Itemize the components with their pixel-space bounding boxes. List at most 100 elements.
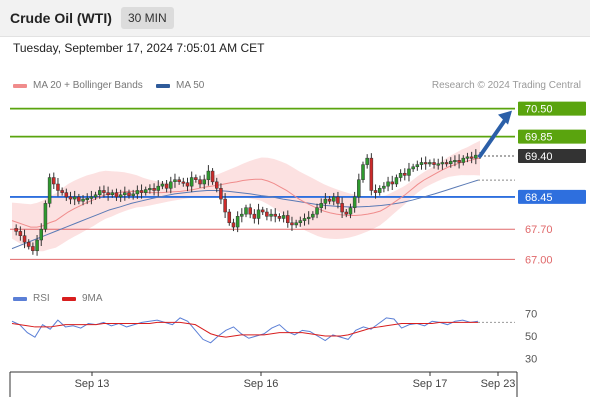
legend-rsi-ma-label: 9MA <box>82 293 103 304</box>
candle-body <box>43 203 48 230</box>
candle-body <box>394 177 399 185</box>
candle-body <box>265 211 269 217</box>
candle-body <box>127 192 131 196</box>
candle-body <box>332 196 336 202</box>
candle-body <box>428 162 432 165</box>
candle-body <box>85 197 89 200</box>
candle-body <box>22 235 27 243</box>
candle-body <box>156 185 160 191</box>
candle-body <box>244 207 248 215</box>
candle-body <box>340 203 344 213</box>
x-tick-label-2: Sep 17 <box>413 378 448 390</box>
candle-body <box>474 154 478 159</box>
candle-body <box>110 192 115 196</box>
candle-body <box>386 181 390 187</box>
candle-body <box>357 179 361 198</box>
candle-body <box>173 179 177 183</box>
candle-body <box>143 189 148 193</box>
candle-body <box>198 179 202 185</box>
candle-body <box>419 162 424 165</box>
level-label-67.70: 67.70 <box>525 224 553 236</box>
candle-body <box>248 207 252 215</box>
legend-ma50-swatch <box>156 83 170 88</box>
rsi-level-30: 30 <box>525 354 537 366</box>
candle-body <box>118 194 123 198</box>
candle-body <box>348 207 353 215</box>
level-label-70.50: 70.50 <box>525 104 553 116</box>
legend-rsi-label: RSI <box>33 293 50 304</box>
candle-body <box>227 211 232 224</box>
forecast-arrow-head <box>498 110 512 125</box>
candle-body <box>407 168 411 176</box>
legend-rsi-swatch <box>13 296 27 301</box>
level-label-69.40: 69.40 <box>525 151 553 163</box>
candle-body <box>106 192 110 196</box>
research-credit: Research © 2024 Trading Central <box>431 80 581 91</box>
rsi-level-50: 50 <box>525 331 537 343</box>
candle-body <box>223 198 227 213</box>
candle-body <box>369 157 374 191</box>
candle-body <box>215 181 219 189</box>
candle-body <box>240 213 244 217</box>
candle-body <box>68 196 73 200</box>
candle-body <box>373 190 378 193</box>
candle-body <box>252 213 257 219</box>
candle-body <box>114 192 119 198</box>
candle-body <box>135 190 140 195</box>
rsi-ma-line <box>11 321 478 338</box>
candle-body <box>26 241 31 247</box>
chart-header: Crude Oil (WTI) 30 MIN <box>0 0 590 37</box>
level-label-67.00: 67.00 <box>525 254 553 266</box>
level-tag-70.50 <box>518 101 586 116</box>
candle-body <box>185 182 190 187</box>
candle-body <box>56 183 60 191</box>
candle-body <box>98 190 102 196</box>
ma20-line <box>11 157 481 228</box>
candle-body <box>64 192 69 198</box>
ma50-line <box>11 179 479 250</box>
candle-body <box>77 196 81 202</box>
timestamp: Tuesday, September 17, 2024 7:05:01 AM C… <box>13 41 265 55</box>
level-tag-69.85 <box>518 129 586 144</box>
candle-body <box>72 196 77 200</box>
candle-body <box>181 181 186 184</box>
candle-body <box>319 203 323 208</box>
candle-body <box>210 170 215 183</box>
candle-body <box>461 157 466 163</box>
timeframe-badge[interactable]: 30 MIN <box>121 7 174 29</box>
candle-body <box>194 177 198 180</box>
candle-body <box>102 190 106 193</box>
candle-body <box>444 162 449 165</box>
forecast-arrow-shaft <box>478 116 508 158</box>
candle-body <box>47 177 52 204</box>
x-tick-label-3: Sep 23 <box>481 378 516 390</box>
candle-body <box>131 193 135 196</box>
candle-body <box>256 209 261 219</box>
candle-body <box>177 179 181 183</box>
candle-body <box>306 216 311 219</box>
candle-body <box>398 172 403 178</box>
candle-body <box>164 183 169 189</box>
candle-body <box>148 188 152 191</box>
candle-body <box>432 162 436 165</box>
candle-body <box>290 222 294 226</box>
candle-body <box>52 177 56 185</box>
level-label-68.45: 68.45 <box>525 192 553 204</box>
candle-body <box>377 188 382 193</box>
level-tag-69.40 <box>518 149 586 163</box>
legend-rsi: RSI <box>13 293 50 304</box>
candle-body <box>352 196 357 208</box>
legend-bollinger: MA 20 + Bollinger Bands <box>13 80 143 91</box>
rsi-line <box>11 317 479 344</box>
instrument-title: Crude Oil (WTI) <box>10 10 112 26</box>
candle-body <box>189 177 194 187</box>
candle-body <box>323 198 328 204</box>
candle-body <box>89 196 94 199</box>
candle-body <box>39 228 43 241</box>
legend-bollinger-swatch <box>13 83 27 88</box>
candle-body <box>403 172 407 176</box>
candle-body <box>390 181 394 185</box>
candle-body <box>81 198 85 202</box>
candle-body <box>231 222 236 228</box>
